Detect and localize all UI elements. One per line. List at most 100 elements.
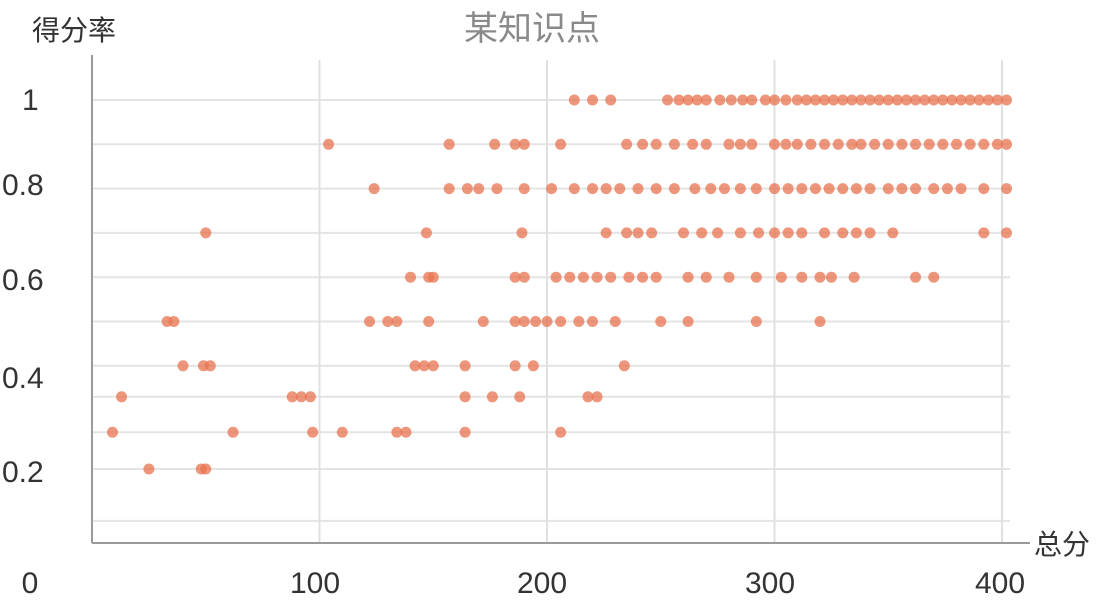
data-point: [514, 391, 526, 403]
data-point: [982, 94, 994, 106]
data-point: [896, 183, 908, 195]
data-point: [400, 426, 412, 438]
data-point: [391, 316, 403, 327]
data-point: [304, 391, 316, 403]
data-point: [700, 271, 712, 283]
data-point: [887, 227, 899, 239]
data-point: [673, 94, 685, 106]
data-point: [1001, 227, 1013, 239]
data-point: [682, 316, 694, 327]
data-point: [323, 138, 335, 150]
data-point: [614, 183, 626, 195]
data-point: [427, 360, 439, 372]
data-point: [723, 271, 735, 283]
data-point: [796, 183, 808, 195]
data-point: [577, 271, 589, 283]
data-point: [382, 316, 394, 327]
data-point: [750, 183, 762, 195]
data-point: [769, 94, 780, 106]
data-point: [632, 227, 644, 239]
data-point: [555, 138, 567, 150]
data-point: [555, 316, 567, 327]
data-point: [734, 227, 746, 239]
data-point: [750, 316, 762, 327]
data-point: [527, 360, 539, 372]
data-point: [509, 360, 521, 372]
data-point: [848, 271, 860, 283]
data-point: [555, 426, 567, 438]
data-point: [418, 360, 430, 372]
data-point: [591, 271, 603, 283]
data-point: [819, 138, 831, 150]
data-point: [964, 138, 976, 150]
data-point: [828, 94, 840, 106]
data-point: [800, 94, 812, 106]
data-point: [516, 227, 528, 239]
y-axis-label: 得分率: [32, 14, 116, 47]
y-tick-label: 0.6: [2, 264, 44, 297]
data-point: [518, 271, 530, 283]
data-point: [541, 316, 553, 327]
data-point: [573, 316, 585, 327]
data-point: [443, 183, 455, 195]
data-point: [1001, 138, 1013, 150]
data-point: [910, 94, 922, 106]
data-point: [991, 138, 1003, 150]
data-point: [809, 183, 821, 195]
data-point: [568, 94, 580, 106]
data-point: [605, 94, 617, 106]
data-point: [955, 183, 967, 195]
data-point: [910, 138, 922, 150]
data-point: [796, 227, 808, 239]
data-point: [837, 183, 849, 195]
data-point: [700, 94, 712, 106]
data-point: [682, 94, 694, 106]
data-point: [850, 183, 862, 195]
data-point: [486, 391, 498, 403]
data-point: [587, 183, 598, 195]
data-point: [805, 138, 817, 150]
data-point: [678, 227, 689, 239]
data-point: [227, 426, 239, 438]
data-point: [668, 183, 680, 195]
data-point: [286, 391, 298, 403]
y-tick-label: 1: [22, 84, 39, 117]
data-point: [873, 94, 885, 106]
data-point: [364, 316, 376, 327]
data-point: [978, 227, 990, 239]
data-point: [978, 138, 990, 150]
x-tick-label: 400: [975, 567, 1025, 600]
data-point: [937, 138, 949, 150]
data-point: [923, 138, 935, 150]
data-point: [837, 227, 849, 239]
data-point: [307, 426, 319, 438]
data-point: [621, 138, 633, 150]
data-point: [518, 183, 530, 195]
data-point: [937, 94, 949, 106]
data-point: [368, 183, 380, 195]
data-point: [459, 391, 471, 403]
data-point: [662, 94, 674, 106]
data-point: [689, 183, 701, 195]
data-point: [846, 138, 858, 150]
data-point: [964, 94, 976, 106]
data-point: [759, 94, 771, 106]
data-point: [391, 426, 403, 438]
data-point: [782, 227, 794, 239]
data-point: [177, 360, 189, 372]
data-point: [459, 360, 471, 372]
grid-lines: [92, 60, 1010, 543]
data-point: [646, 227, 658, 239]
data-point: [941, 183, 953, 195]
data-point: [650, 271, 662, 283]
data-point: [1001, 94, 1013, 106]
data-point: [734, 183, 746, 195]
data-point: [668, 138, 680, 150]
data-point: [106, 426, 118, 438]
data-point: [791, 94, 803, 106]
data-point: [204, 360, 216, 372]
data-point: [700, 138, 712, 150]
data-point: [910, 183, 922, 195]
data-point: [696, 227, 708, 239]
data-point: [928, 183, 940, 195]
